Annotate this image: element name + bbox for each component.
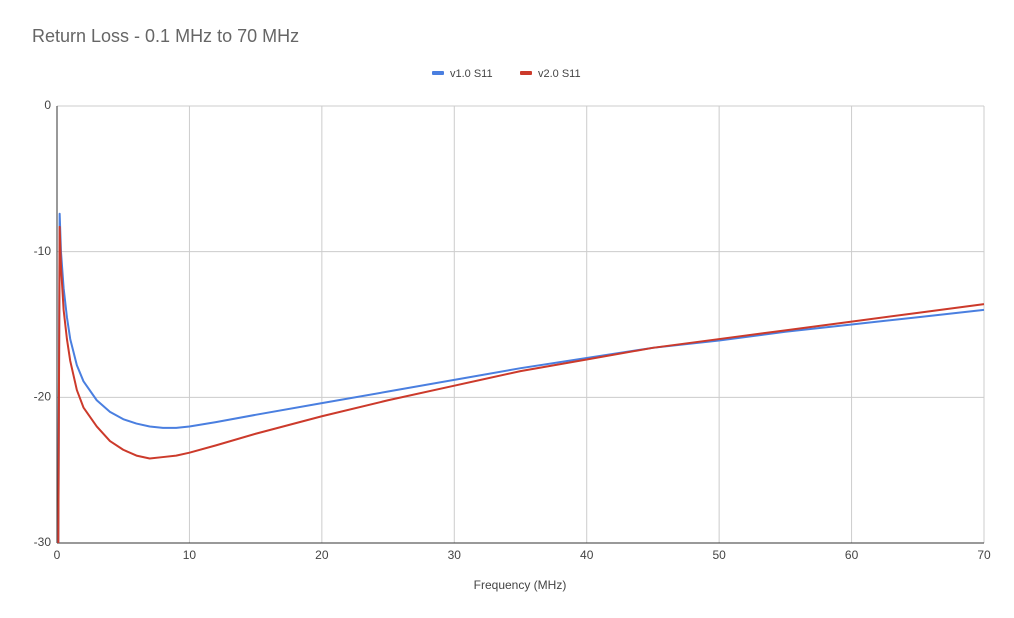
legend-label: v1.0 S11	[450, 68, 493, 80]
legend-label: v2.0 S11	[538, 68, 581, 80]
x-tick-label: 60	[845, 548, 859, 562]
chart-title: Return Loss - 0.1 MHz to 70 MHz	[32, 26, 299, 46]
legend-swatch	[432, 71, 444, 75]
x-tick-label: 20	[315, 548, 329, 562]
y-tick-label: -30	[34, 535, 52, 549]
x-tick-label: 30	[448, 548, 462, 562]
x-tick-label: 10	[183, 548, 197, 562]
x-tick-label: 50	[712, 548, 726, 562]
x-tick-label: 70	[977, 548, 991, 562]
x-tick-label: 40	[580, 548, 594, 562]
y-tick-label: -20	[34, 390, 52, 404]
data-line	[57, 225, 985, 544]
y-tick-label: -10	[34, 244, 52, 258]
x-axis-label: Frequency (MHz)	[474, 578, 567, 592]
x-tick-label: 0	[54, 548, 61, 562]
y-tick-label: 0	[44, 98, 51, 112]
legend-swatch	[520, 71, 532, 75]
